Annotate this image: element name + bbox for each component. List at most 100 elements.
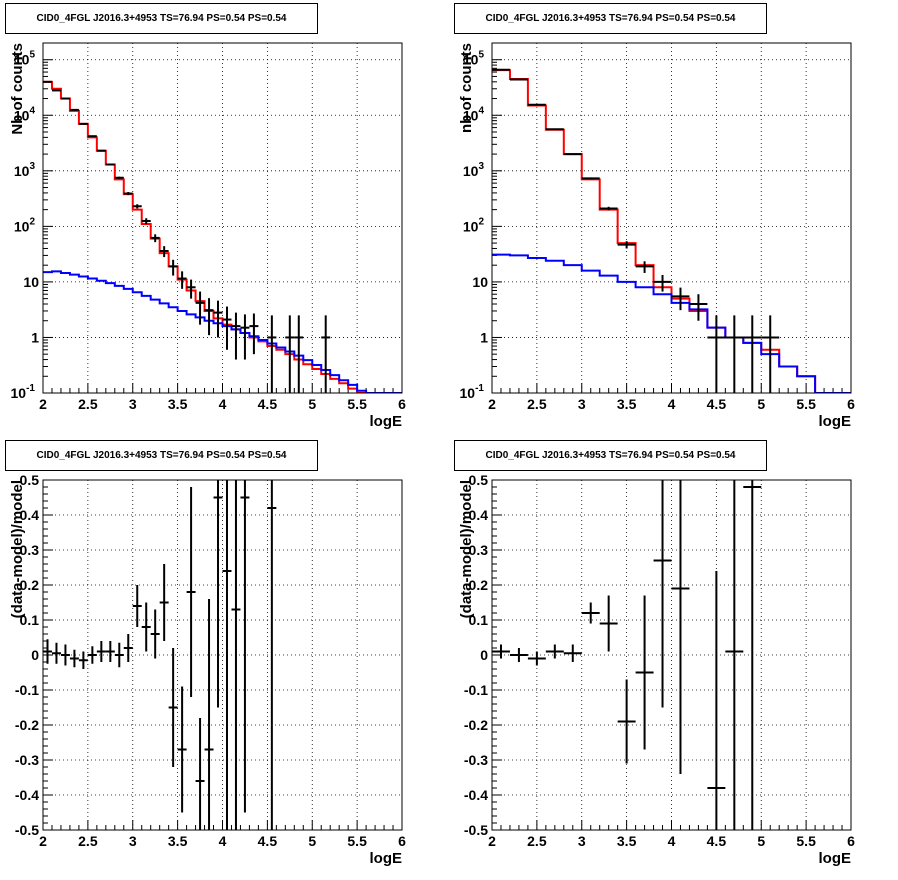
data-point [240,480,249,813]
data-point [636,596,654,750]
data-point [187,487,196,697]
data-point [654,480,672,708]
data-point [169,260,178,276]
data-point [223,307,232,350]
data-point [707,571,725,830]
y-tick-label: -0.4 [15,787,39,803]
data-point [151,234,160,242]
x-tick-label: 2.5 [527,833,547,849]
x-tick-label: 6 [847,396,855,412]
x-axis-title: logE [819,413,852,430]
x-tick-label: 3.5 [168,396,188,412]
data-point [196,292,205,325]
y-tick-label: 10 [472,274,488,290]
data-point [564,645,582,663]
y-tick-label: 1 [31,329,39,345]
x-tick-label: 4.5 [707,833,727,849]
x-tick-label: 5.5 [347,833,367,849]
data-point [743,480,761,830]
data-point [160,564,169,641]
y-axis-title: Nb of counts [9,43,26,135]
y-tick-label: -0.1 [464,682,488,698]
x-tick-label: 3 [578,833,586,849]
y-tick-label: -0.2 [15,717,39,733]
x-tick-label: 3.5 [617,396,637,412]
data-point [97,150,106,151]
y-axis-title: (data-model)/model [458,480,475,618]
x-tick-label: 2 [39,833,47,849]
x-tick-label: 5 [757,396,765,412]
x-tick-label: 4.5 [258,396,278,412]
x-tick-label: 6 [847,833,855,849]
y-tick-label: 0 [480,647,488,663]
x-axis-title: logE [370,413,403,430]
data-point [88,136,97,137]
x-tick-label: 6 [398,396,406,412]
x-tick-label: 4 [668,833,676,849]
y-tick-label: -0.3 [464,752,488,768]
data-point [214,480,223,708]
data-point [249,313,258,354]
y-tick-label: 103 [14,161,36,179]
model-total-line [43,82,402,393]
x-axis-title: logE [819,850,852,867]
chart-title: CID0_4FGL J2016.3+4953 TS=76.94 PS=0.54 … [454,3,767,34]
data-point [321,315,330,393]
data-point [196,718,205,830]
data-point [70,650,79,668]
data-point [70,110,79,111]
data-point [106,164,115,166]
plot-area [43,82,402,393]
x-tick-label: 4.5 [258,833,278,849]
x-tick-label: 4.5 [707,396,727,412]
x-tick-label: 2 [488,833,496,849]
data-point [743,315,761,393]
data-point [600,596,618,652]
data-point [142,603,151,652]
chart-title: CID0_4FGL J2016.3+4953 TS=76.94 PS=0.54 … [454,440,767,471]
data-point [52,643,61,664]
grid [492,43,851,393]
data-point [546,129,564,130]
x-tick-label: 4 [668,396,676,412]
y-tick-label: 10-1 [11,383,36,401]
data-point [178,687,187,813]
x-tick-label: 3.5 [168,833,188,849]
y-tick-label: -0.5 [464,822,488,838]
data-point [231,313,240,360]
data-point [115,177,124,179]
x-tick-label: 5 [757,833,765,849]
data-point [546,645,564,659]
data-point [133,204,142,208]
x-tick-label: 2.5 [78,833,98,849]
data-point [43,639,52,664]
x-tick-label: 5.5 [796,833,816,849]
grid [43,43,402,393]
data-point [492,645,510,659]
y-axis-title: (data-model)/model [9,480,26,618]
data-point [115,643,124,668]
x-tick-label: 4 [219,396,227,412]
data-point [654,275,672,292]
x-axis-title: logE [370,850,403,867]
model-source-line [43,271,402,393]
data-point [689,294,707,321]
y-tick-label: -0.3 [15,752,39,768]
data-point [169,648,178,767]
data-point [133,585,142,627]
data-point [294,315,303,393]
x-tick-label: 5.5 [796,396,816,412]
data-point [564,153,582,154]
x-tick-label: 6 [398,833,406,849]
y-tick-label: -0.2 [464,717,488,733]
data-point [510,648,528,662]
y-tick-label: 102 [14,216,36,234]
data-point [528,652,546,666]
data-point [97,641,106,662]
